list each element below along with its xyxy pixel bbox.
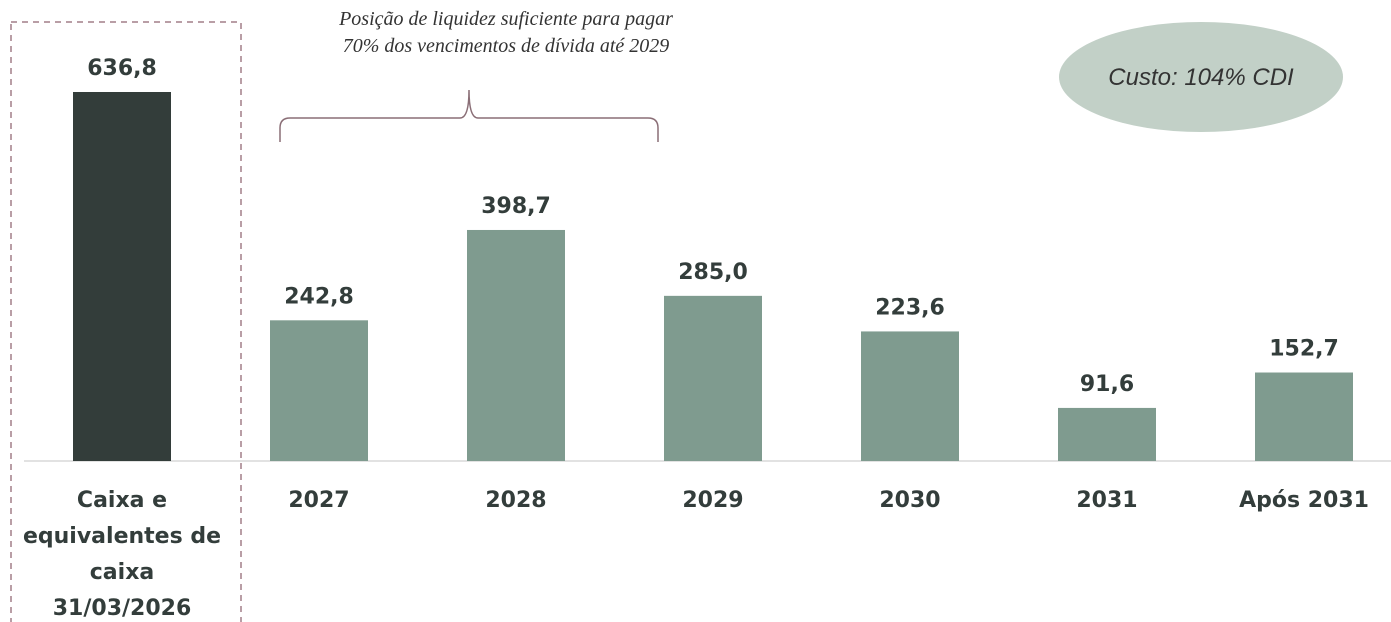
category-label: equivalentes de xyxy=(23,524,221,549)
liquidity-note-line-2: 70% dos vencimentos de dívida até 2029 xyxy=(343,35,670,57)
category-label: 2027 xyxy=(288,488,349,513)
value-label: 91,6 xyxy=(1080,372,1134,397)
category-labels-group: Caixa e equivalentes de caixa 31/03/2026 202… xyxy=(23,488,1369,621)
bar-após-2031 xyxy=(1255,372,1353,461)
value-label: 223,6 xyxy=(875,295,945,320)
liquidity-note-line-1: Posição de liquidez suficiente para paga… xyxy=(338,8,673,30)
cost-badge xyxy=(1059,22,1343,132)
bar-cash xyxy=(73,92,171,461)
category-label: Após 2031 xyxy=(1239,488,1369,513)
value-label: 285,0 xyxy=(678,260,748,285)
value-label: 242,8 xyxy=(284,284,354,309)
cash-highlight-box xyxy=(10,21,242,622)
category-label: 2031 xyxy=(1076,488,1137,513)
category-label: caixa xyxy=(90,560,154,585)
bar-2031 xyxy=(1058,407,1156,461)
category-label: 2028 xyxy=(485,488,546,513)
cost-label: Custo: 104% CDI xyxy=(1108,64,1294,91)
value-label: 152,7 xyxy=(1269,337,1339,362)
value-labels-group: 636,8 242,8 398,7 285,0 223,6 91,6 152,7 xyxy=(87,56,1339,397)
value-label: 636,8 xyxy=(87,56,157,81)
category-label: 2029 xyxy=(682,488,743,513)
category-label: 2030 xyxy=(879,488,940,513)
category-label: Caixa e xyxy=(77,488,167,513)
liquidity-brace xyxy=(279,89,659,142)
bar-2027 xyxy=(270,320,368,461)
bar-2030 xyxy=(861,331,959,461)
bar-2028 xyxy=(467,229,565,461)
bar-2029 xyxy=(664,295,762,461)
bars-group xyxy=(73,92,1353,461)
category-label: 31/03/2026 xyxy=(53,596,192,621)
value-label: 398,7 xyxy=(481,194,551,219)
